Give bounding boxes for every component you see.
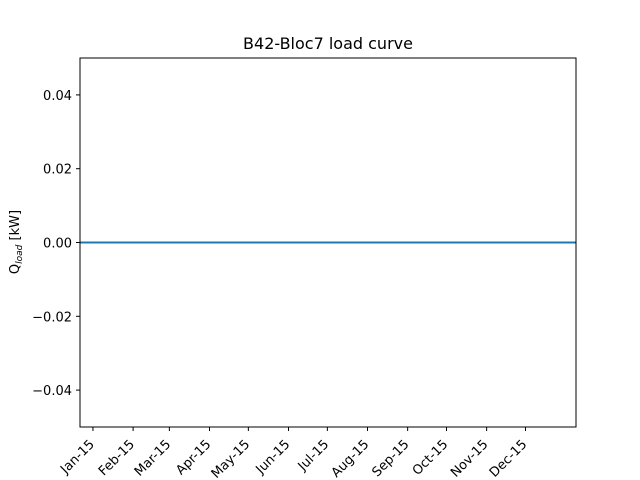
y-tick-label: 0.00 xyxy=(43,237,72,252)
x-tick-label: Dec-15 xyxy=(487,437,530,480)
y-tick-group: 0.04 0.02 0.00 −0.02 −0.04 xyxy=(32,89,80,399)
x-tick-label: Oct-15 xyxy=(410,437,452,479)
y-tick-label: 0.04 xyxy=(43,89,72,104)
x-tick-label: Aug-15 xyxy=(329,437,373,480)
y-axis-label-unit: [kW] xyxy=(8,210,23,245)
chart-title: B42-Bloc7 load curve xyxy=(243,34,413,53)
x-tick-label: Jan-15 xyxy=(57,437,98,478)
x-tick-label: Jul-15 xyxy=(295,437,332,474)
x-tick-label: Apr-15 xyxy=(173,437,214,478)
y-tick-label: −0.02 xyxy=(32,310,72,325)
x-tick-label: Nov-15 xyxy=(448,437,491,480)
x-tick-label: May-15 xyxy=(209,437,253,480)
x-tick-label: Mar-15 xyxy=(132,437,174,479)
y-axis-label-subscript: load xyxy=(15,244,25,264)
x-tick-label: Jun-15 xyxy=(253,437,294,478)
y-axis-label: Qload [kW] xyxy=(8,210,25,274)
x-tick-label: Sep-15 xyxy=(370,437,413,480)
plot-frame xyxy=(79,57,577,428)
y-axis-label-main: Q xyxy=(8,264,23,274)
y-tick-label: −0.04 xyxy=(32,384,72,399)
y-tick-label: 0.02 xyxy=(43,163,72,178)
x-tick-label: Feb-15 xyxy=(96,437,138,479)
